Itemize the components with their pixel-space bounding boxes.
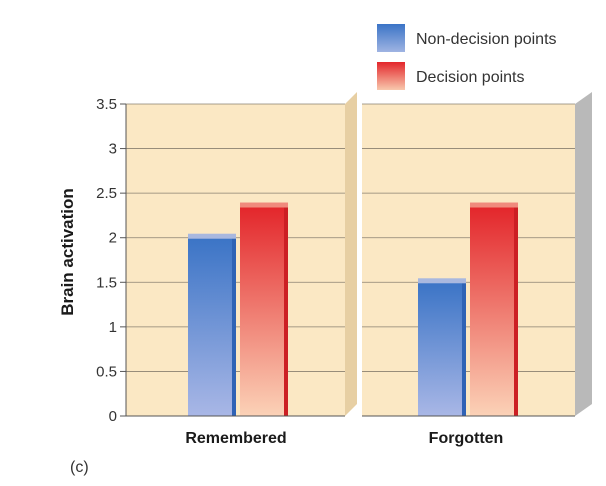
y-tick-label: 3.5: [96, 96, 117, 113]
y-tick-label: 3: [109, 141, 117, 158]
y-tick-label: 0.5: [96, 363, 117, 380]
category-label-remembered: Remembered: [185, 430, 286, 447]
panel-label: (c): [70, 459, 89, 476]
legend-label-decision: Decision points: [416, 69, 525, 86]
y-tick-label: 1.5: [96, 274, 117, 291]
y-tick-label: 2: [109, 230, 117, 247]
bar-body: [470, 206, 518, 416]
bar-edge: [514, 206, 518, 416]
bar-decision-forgotten: [470, 202, 518, 416]
bar-cap: [470, 202, 518, 208]
bar-body: [418, 282, 466, 416]
legend-swatch-non-decision: [377, 24, 405, 52]
y-tick-label: 2.5: [96, 185, 117, 202]
bar-body: [240, 206, 288, 416]
panel-forgotten: [362, 104, 575, 416]
y-tick-labels: 0 0.5 1 1.5 2 2.5 3 3.5: [96, 96, 126, 425]
bar-non-decision-forgotten: [418, 278, 466, 416]
bar-decision-remembered: [240, 202, 288, 416]
bar-cap: [240, 202, 288, 208]
bar-body: [188, 237, 236, 416]
bar-edge: [462, 282, 466, 416]
y-tick-label: 1: [109, 319, 117, 336]
bar-non-decision-remembered: [188, 233, 236, 416]
y-axis-label: Brain activation: [58, 188, 77, 316]
legend-label-non-decision: Non-decision points: [416, 31, 557, 48]
bars: [188, 202, 518, 416]
y-tick-label: 0: [109, 408, 117, 425]
bar-cap: [188, 233, 236, 239]
bar-edge: [284, 206, 288, 416]
bar-cap: [418, 278, 466, 284]
legend-swatch-decision: [377, 62, 405, 90]
category-label-forgotten: Forgotten: [429, 430, 504, 447]
bar-edge: [232, 237, 236, 416]
